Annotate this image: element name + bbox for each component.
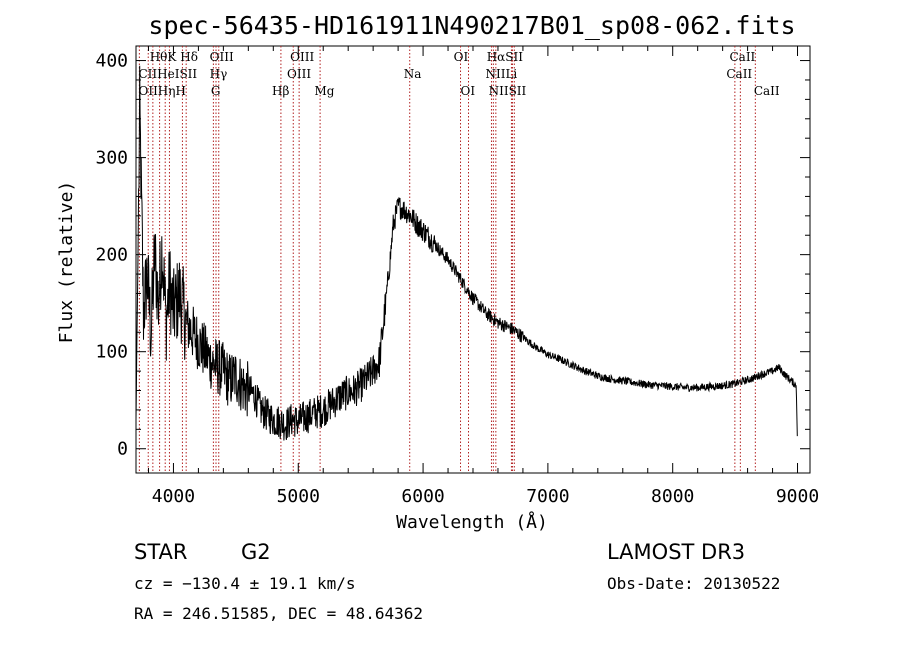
y-tick-label: 100 <box>95 342 128 363</box>
spectral-line-label: CIIHeISII <box>138 67 197 81</box>
y-axis-label: Flux (relative) <box>56 181 77 344</box>
x-axis-ticks: 4000 5000 6000 7000 8000 9000 <box>147 46 819 507</box>
spectral-lines <box>138 46 756 473</box>
spectral-line-label: Mg <box>314 84 334 98</box>
spectral-line-label: HθK <box>150 50 178 64</box>
x-tick-label: 8000 <box>651 486 694 507</box>
spectral-line-label: NIISII <box>489 84 527 98</box>
spectral-line-label: OIII <box>210 50 234 64</box>
spectral-line-label: Hγ <box>210 67 228 81</box>
y-tick-label: 0 <box>117 439 128 460</box>
x-axis-label: Wavelength (Å) <box>396 511 548 533</box>
plot-frame <box>135 45 811 474</box>
obs-date: Obs-Date: 20130522 <box>607 574 780 593</box>
spectral-line-label: OIII <box>287 67 311 81</box>
spectral-line-label: OI <box>461 84 476 98</box>
x-tick-label: 7000 <box>526 486 569 507</box>
spectral-line-label: HαSII <box>487 50 524 64</box>
y-tick-label: 300 <box>95 148 128 169</box>
ra-dec-coordinates: RA = 246.51585, DEC = 48.64362 <box>134 604 423 623</box>
survey-name: LAMOST DR3 <box>607 540 745 564</box>
spectral-line-label: CaII <box>726 67 752 81</box>
y-axis-ticks: 0 100 200 300 400 <box>95 51 810 460</box>
x-tick-label: 4000 <box>152 486 195 507</box>
object-subclass: G2 <box>241 540 271 564</box>
spectral-line-label: OIIHηH <box>138 84 185 98</box>
x-tick-label: 9000 <box>776 486 819 507</box>
flux-series-line <box>135 65 798 441</box>
spectral-line-label: G <box>211 84 221 98</box>
spectral-line-label: Na <box>404 67 422 81</box>
spectral-line-label: CaII <box>754 84 780 98</box>
object-class: STAR <box>134 540 187 564</box>
spectral-line-label: Hβ <box>272 84 289 98</box>
spectral-line-label: OI <box>454 50 469 64</box>
x-tick-label: 6000 <box>401 486 444 507</box>
y-tick-label: 200 <box>95 245 128 266</box>
spectral-line-label: CaII <box>729 50 755 64</box>
redshift-cz: cz = −130.4 ± 19.1 km/s <box>134 574 356 593</box>
spectral-line-label: NIILi <box>485 67 517 81</box>
spectral-line-label: OIII <box>290 50 314 64</box>
spectral-line-label: Hδ <box>180 50 198 64</box>
chart-title: spec-56435-HD161911N490217B01_sp08-062.f… <box>148 11 795 40</box>
x-tick-label: 5000 <box>277 486 320 507</box>
y-tick-label: 400 <box>95 51 128 72</box>
